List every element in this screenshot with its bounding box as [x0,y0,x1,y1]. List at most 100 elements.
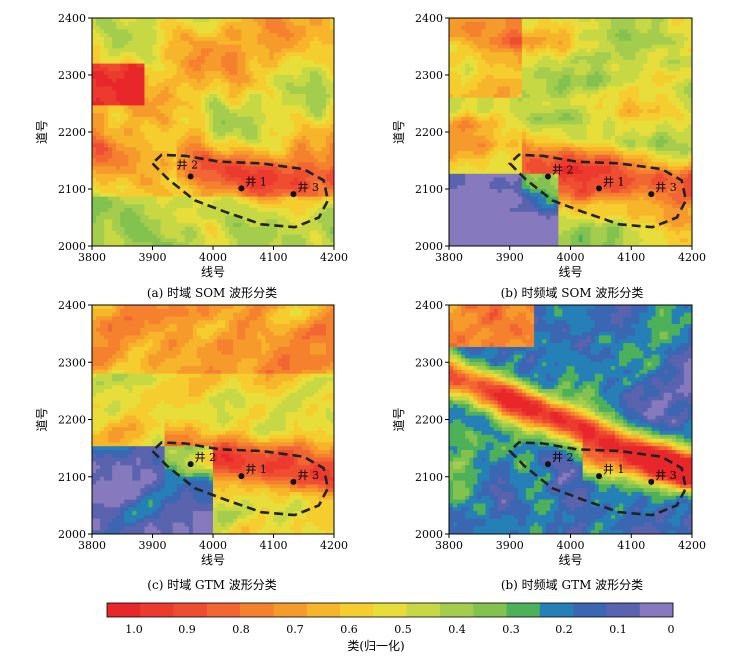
colorbar-swatch [306,603,341,617]
colorbar-swatch [373,603,407,617]
colorbar-tick-label: 0.8 [232,623,250,636]
y-tick-label: 2200 [415,126,443,139]
panel-3: 井 2 井 1 井 3 3800 3900 4000 4100 4200 2000 2100 220… [35,299,348,592]
target-zone-outline [507,153,688,229]
well-label: 井 2 [177,157,199,171]
y-tick-label: 2100 [58,183,86,196]
x-tick-label: 4200 [678,251,706,264]
panel-2: 井 2 井 1 井 3 3800 3900 4000 4100 4200 2000 2100 220… [392,12,706,300]
target-zone-outline [507,441,688,517]
well-label: 井 3 [297,468,319,482]
well-marker [238,185,245,192]
y-tick-label: 2200 [58,414,86,427]
panel-4: 井 2 井 1 井 3 3800 3900 4000 4100 4200 2000 2100 220… [392,299,706,592]
colorbar-swatch [639,603,674,617]
x-tick-label: 4000 [199,251,227,264]
colorbar-swatch [240,603,274,617]
well-label: 井 2 [552,450,574,464]
well-label: 井 3 [655,180,677,194]
colorbar: 1.0 0.9 0.8 0.7 0.6 0.5 0.4 0.3 0.2 0.1 0 类(归一化) [106,602,675,653]
colorbar-swatch [107,603,141,617]
heatmap-field [449,18,692,246]
colorbar-frame [106,602,674,618]
x-tick-label: 3800 [435,539,463,552]
colorbar-swatch [539,603,574,617]
x-tick-label: 3900 [139,251,167,264]
y-tick-label: 2400 [415,12,443,25]
y-axis-label: 道号 [35,120,49,144]
panels: 井 2 井 1 井 3 3800 3900 4000 4100 4200 2000 2100 220… [35,12,706,592]
y-tick-label: 2400 [415,299,443,312]
well-marker [648,191,655,198]
colorbar-tick-label: 0.4 [448,623,466,636]
x-tick-label: 3900 [496,539,524,552]
x-tick-label: 4200 [320,539,348,552]
panel-caption: (b) 时频域 GTM 波形分类 [501,578,643,592]
well-marker [187,173,194,180]
target-zone-outline [150,441,330,517]
y-tick-label: 2100 [415,183,443,196]
colorbar-tick-label: 1.0 [125,623,143,636]
panel-caption: (b) 时频域 SOM 波形分类 [501,286,644,300]
colorbar-tick-label: 0.3 [502,623,520,636]
x-axis-label: 线号 [558,553,582,567]
heatmap-field [92,18,334,246]
colorbar-swatch [173,603,208,617]
colorbar-tick-label: 0.6 [340,623,358,636]
well-marker [596,185,603,192]
y-axis-label: 道号 [392,407,406,431]
colorbar-swatch [206,603,241,617]
colorbar-tick-label: 0.9 [178,623,196,636]
well-label: 井 1 [245,174,267,188]
colorbar-tick-label: 0.7 [286,623,304,636]
x-tick-label: 4100 [617,539,645,552]
x-axis-label: 线号 [201,553,225,567]
colorbar-tick-label: 0.1 [609,623,627,636]
colorbar-tick-label: 0.2 [555,623,573,636]
x-tick-label: 4000 [557,539,585,552]
x-tick-label: 3800 [78,539,106,552]
x-tick-label: 4000 [199,539,227,552]
colorbar-swatch [606,603,640,617]
well-marker [238,473,245,480]
y-axis-label: 道号 [392,120,406,144]
y-tick-label: 2200 [58,126,86,139]
colorbar-swatch [140,603,174,617]
colorbar-swatch [406,603,441,617]
well-marker [187,461,194,468]
y-tick-label: 2100 [415,471,443,484]
x-tick-label: 4100 [260,539,288,552]
well-label: 井 1 [603,462,625,476]
y-tick-label: 2300 [415,356,443,369]
x-tick-label: 4200 [320,251,348,264]
well-label: 井 1 [603,174,625,188]
y-tick-label: 2000 [58,528,86,541]
x-tick-label: 4200 [678,539,706,552]
heatmap-field [92,305,334,534]
well-marker [290,478,297,485]
panel-caption: (c) 时域 GTM 波形分类 [147,578,276,592]
y-tick-label: 2400 [58,299,86,312]
colorbar-swatch [340,603,374,617]
x-tick-label: 4100 [617,251,645,264]
well-marker [596,473,603,480]
y-tick-label: 2000 [58,240,86,253]
y-tick-label: 2400 [58,12,86,25]
colorbar-swatch [439,603,474,617]
y-tick-label: 2000 [415,240,443,253]
colorbar-swatch [273,603,308,617]
y-tick-label: 2100 [58,471,86,484]
x-tick-label: 4100 [260,251,288,264]
panel-caption: (a) 时域 SOM 波形分类 [147,286,277,300]
x-axis-label: 线号 [558,265,582,279]
well-label: 井 3 [297,180,319,194]
y-tick-label: 2300 [415,69,443,82]
x-tick-label: 3800 [78,251,106,264]
target-zone-outline [150,153,330,229]
heatmap-field [449,305,692,534]
colorbar-tick-label: 0.5 [394,623,412,636]
colorbar-swatch [473,603,507,617]
y-axis-label: 道号 [35,407,49,431]
x-tick-label: 4000 [557,251,585,264]
